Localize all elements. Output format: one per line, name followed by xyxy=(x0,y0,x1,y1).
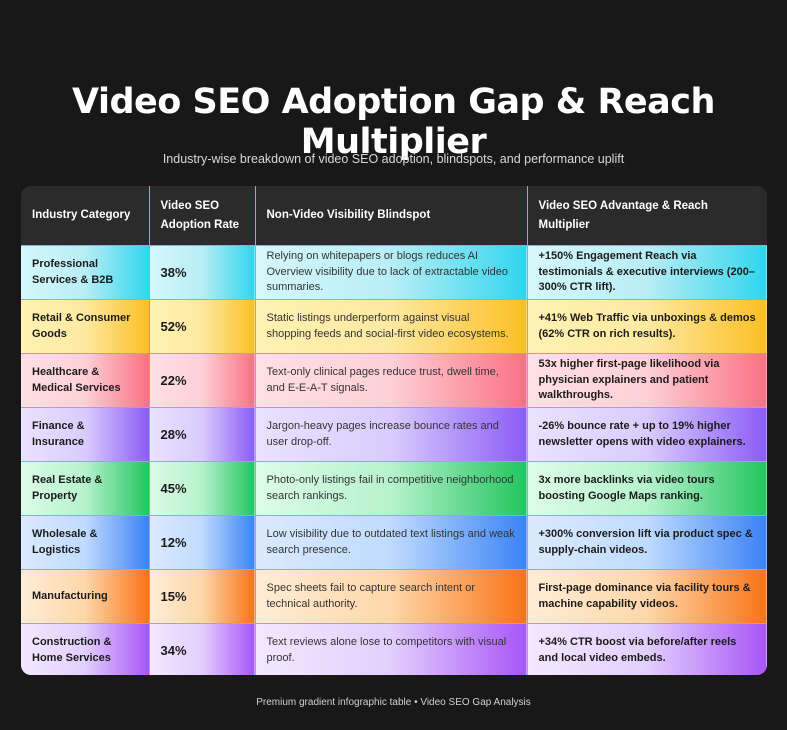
table-row: Professional Services & B2B 38% Relying … xyxy=(21,245,767,300)
adoption-rate-cell: 28% xyxy=(149,407,256,462)
advantage-cell: +300% conversion lift via product spec &… xyxy=(527,515,767,570)
industry-cell: Retail & Consumer Goods xyxy=(21,299,150,354)
table-row: Real Estate & Property 45% Photo-only li… xyxy=(21,461,767,516)
table-row: Construction & Home Services 34% Text re… xyxy=(21,623,767,675)
adoption-rate-cell: 15% xyxy=(149,569,256,624)
comparison-table-container: Industry Category Video SEO Adoption Rat… xyxy=(21,186,767,675)
comparison-table: Industry Category Video SEO Adoption Rat… xyxy=(21,186,767,675)
adoption-rate-cell: 22% xyxy=(149,353,256,408)
blindspot-cell: Relying on whitepapers or blogs reduces … xyxy=(255,245,528,300)
industry-cell: Wholesale & Logistics xyxy=(21,515,150,570)
advantage-cell: +34% CTR boost via before/after reels an… xyxy=(527,623,767,675)
blindspot-cell: Spec sheets fail to capture search inten… xyxy=(255,569,528,624)
industry-cell: Real Estate & Property xyxy=(21,461,150,516)
table-row: Retail & Consumer Goods 52% Static listi… xyxy=(21,299,767,354)
header-visibility-blindspot: Non-Video Visibility Blindspot xyxy=(255,186,528,246)
adoption-rate-cell: 45% xyxy=(149,461,256,516)
adoption-rate-cell: 52% xyxy=(149,299,256,354)
industry-cell: Healthcare & Medical Services xyxy=(21,353,150,408)
adoption-rate-cell: 34% xyxy=(149,623,256,675)
adoption-rate-cell: 38% xyxy=(149,245,256,300)
page-footer: Premium gradient infographic table • Vid… xyxy=(256,697,531,708)
blindspot-cell: Jargon-heavy pages increase bounce rates… xyxy=(255,407,528,462)
blindspot-cell: Photo-only listings fail in competitive … xyxy=(255,461,528,516)
industry-cell: Construction & Home Services xyxy=(21,623,150,675)
industry-cell: Finance & Insurance xyxy=(21,407,150,462)
header-advantage-multiplier: Video SEO Advantage & Reach Multiplier xyxy=(527,186,767,246)
table-row: Finance & Insurance 28% Jargon-heavy pag… xyxy=(21,407,767,462)
page-subtitle: Industry-wise breakdown of video SEO ado… xyxy=(162,152,625,166)
blindspot-cell: Low visibility due to outdated text list… xyxy=(255,515,528,570)
advantage-cell: 3x more backlinks via video tours boosti… xyxy=(527,461,767,516)
blindspot-cell: Static listings underperform against vis… xyxy=(255,299,528,354)
blindspot-cell: Text reviews alone lose to competitors w… xyxy=(255,623,528,675)
table-row: Manufacturing 15% Spec sheets fail to ca… xyxy=(21,569,767,624)
table-row: Wholesale & Logistics 12% Low visibility… xyxy=(21,515,767,570)
header-adoption-rate: Video SEO Adoption Rate xyxy=(149,186,256,246)
industry-cell: Manufacturing xyxy=(21,569,150,624)
advantage-cell: 53x higher first-page likelihood via phy… xyxy=(527,353,767,408)
header-industry-category: Industry Category xyxy=(21,186,150,246)
table-header-row: Industry Category Video SEO Adoption Rat… xyxy=(21,186,767,246)
page-title: Video SEO Adoption Gap & Reach Multiplie… xyxy=(72,82,715,162)
blindspot-cell: Text-only clinical pages reduce trust, d… xyxy=(255,353,528,408)
adoption-rate-cell: 12% xyxy=(149,515,256,570)
industry-cell: Professional Services & B2B xyxy=(21,245,150,300)
table-row: Healthcare & Medical Services 22% Text-o… xyxy=(21,353,767,408)
advantage-cell: +41% Web Traffic via unboxings & demos (… xyxy=(527,299,767,354)
advantage-cell: First-page dominance via facility tours … xyxy=(527,569,767,624)
advantage-cell: -26% bounce rate + up to 19% higher news… xyxy=(527,407,767,462)
advantage-cell: +150% Engagement Reach via testimonials … xyxy=(527,245,767,300)
